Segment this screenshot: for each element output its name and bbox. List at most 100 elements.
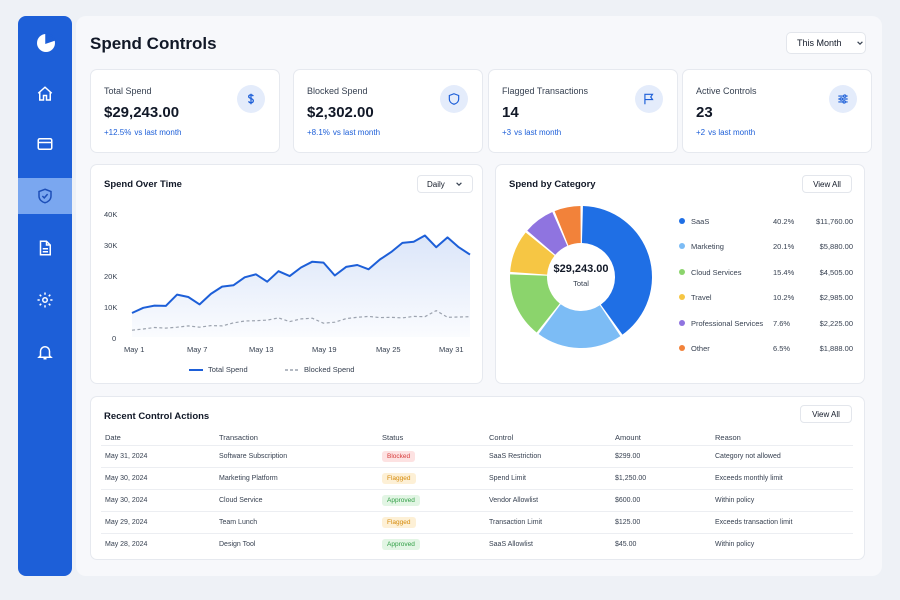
status-badge: Flagged	[382, 472, 416, 484]
stat-delta-note: vs last month	[514, 128, 562, 137]
sidebar-item-notifications[interactable]	[18, 334, 72, 370]
legend-label: Total Spend	[208, 365, 248, 374]
category-amount: $5,880.00	[819, 242, 853, 252]
y-tick: 30K	[104, 241, 118, 250]
stat-label: Flagged Transactions	[502, 86, 589, 96]
cell-status: Approved	[378, 488, 485, 511]
sidebar-item-cards[interactable]	[18, 126, 72, 162]
stat-delta-note: vs last month	[134, 128, 182, 137]
category-name: Marketing	[691, 242, 724, 252]
category-amount: $11,760.00	[816, 217, 853, 226]
table-row[interactable]: May 31, 2024 Software Subscription Blocked…	[101, 444, 853, 467]
category-view-all-button[interactable]: View All	[802, 175, 852, 193]
status-badge: Flagged	[382, 516, 416, 528]
sidebar-item-home[interactable]	[18, 76, 72, 112]
bell-icon	[37, 346, 53, 360]
table-row[interactable]: May 29, 2024 Team Lunch Flagged Transaction…	[101, 510, 853, 533]
recent-actions-table: Date Transaction Status Control Amount R…	[101, 431, 853, 555]
table-header-row: Date Transaction Status Control Amount R…	[101, 431, 853, 445]
stat-label: Active Controls	[696, 86, 757, 96]
category-amount: $2,225.00	[819, 318, 853, 328]
page-title: Spend Controls	[90, 34, 217, 53]
table-row[interactable]: May 30, 2024 Cloud Service Approved Vendor …	[101, 488, 853, 511]
total-spend-area	[132, 235, 470, 337]
cell-amount: $600.00	[611, 488, 711, 511]
cell-status: Blocked	[378, 444, 485, 467]
y-tick: 0	[112, 334, 117, 343]
category-amount: $2,985.00	[819, 293, 853, 303]
donut-center: $29,243.00 Total	[511, 263, 651, 288]
spend-over-time-card: Spend Over Time Daily 40K 30K 20K 10K 0 …	[90, 164, 483, 384]
cell-amount: $299.00	[611, 444, 711, 467]
col-transaction: Transaction	[219, 433, 258, 443]
cell-status: Flagged	[378, 510, 485, 533]
category-color-dot	[679, 345, 685, 351]
sidebar-item-settings[interactable]	[18, 282, 72, 318]
recent-view-all-button[interactable]: View All	[800, 405, 852, 423]
col-control: Control	[489, 433, 514, 443]
category-color-dot	[679, 268, 685, 275]
interval-label: Daily	[427, 179, 445, 189]
cell-transaction: Software Subscription	[215, 444, 378, 467]
cell-control: SaaS Restriction	[485, 444, 611, 467]
period-label: This Month	[797, 38, 842, 48]
legend-solid-swatch	[189, 368, 203, 371]
card-icon	[37, 138, 53, 150]
sidebar	[18, 16, 72, 576]
table-row[interactable]: May 28, 2024 Design Tool Approved SaaS Allo…	[101, 532, 853, 555]
document-icon	[39, 240, 51, 256]
flag-icon	[644, 93, 654, 105]
donut-total-label: Total	[573, 279, 589, 288]
total-spend-line	[131, 234, 471, 314]
cell-date: May 30, 2024	[101, 488, 215, 511]
sidebar-item-controls[interactable]	[18, 178, 72, 214]
cell-date: May 28, 2024	[101, 532, 215, 555]
cell-transaction: Marketing Platform	[215, 466, 378, 489]
chevron-down-icon	[856, 41, 863, 46]
category-percent: 7.6%	[773, 318, 791, 328]
period-select[interactable]: This Month	[786, 32, 866, 54]
category-percent: 20.1%	[773, 242, 795, 252]
category-name: Other	[691, 344, 710, 353]
donut-slice-cloud-services	[510, 274, 560, 333]
col-status: Status	[382, 433, 404, 443]
cell-transaction: Cloud Service	[215, 488, 378, 511]
category-row: Marketing 20.1% $5,880.00	[679, 241, 859, 253]
interval-select[interactable]: Daily	[417, 175, 473, 193]
cell-control: Vendor Allowlist	[485, 488, 611, 511]
stat-icon-badge	[237, 85, 265, 113]
cell-amount: $1,250.00	[611, 466, 711, 489]
donut-slice-other	[554, 206, 581, 246]
stat-delta-value: +12.5%	[104, 128, 132, 137]
home-icon	[37, 86, 53, 101]
x-tick: May 19	[312, 345, 337, 354]
stat-label: Blocked Spend	[307, 86, 368, 96]
x-tick: May 13	[249, 345, 274, 354]
cell-control: Spend Limit	[485, 466, 611, 489]
category-color-dot	[679, 218, 685, 224]
stat-label: Total Spend	[104, 86, 152, 96]
table-row[interactable]: May 30, 2024 Marketing Platform Flagged Spe…	[101, 466, 853, 489]
category-row: SaaS 40.2% $11,760.00	[679, 216, 859, 228]
card-title: Spend Over Time	[104, 179, 182, 190]
stat-value: $29,243.00	[104, 104, 180, 121]
stat-card-total-spend: Total Spend $29,243.00 +12.5% vs last mon…	[90, 69, 280, 153]
donut-slice-saas	[581, 206, 652, 335]
category-color-dot	[679, 243, 685, 250]
gear-icon	[37, 292, 53, 308]
cell-reason: Category not allowed	[711, 444, 853, 467]
cell-control: SaaS Allowlist	[485, 532, 611, 555]
donut-slice-marketing	[538, 304, 621, 349]
stat-icon-badge	[635, 85, 663, 113]
col-reason: Reason	[715, 433, 741, 443]
category-color-dot	[679, 319, 685, 326]
stat-card-active-controls: Active Controls 23 +2 vs last month	[682, 69, 872, 153]
stat-delta-value: +3	[502, 128, 512, 137]
category-name: SaaS	[691, 217, 710, 226]
spend-line-chart	[131, 234, 471, 337]
cell-transaction: Team Lunch	[215, 510, 378, 533]
dollar-icon	[247, 93, 254, 105]
cell-reason: Exceeds monthly limit	[711, 466, 853, 489]
sidebar-item-reports[interactable]	[18, 230, 72, 266]
cell-date: May 29, 2024	[101, 510, 215, 533]
